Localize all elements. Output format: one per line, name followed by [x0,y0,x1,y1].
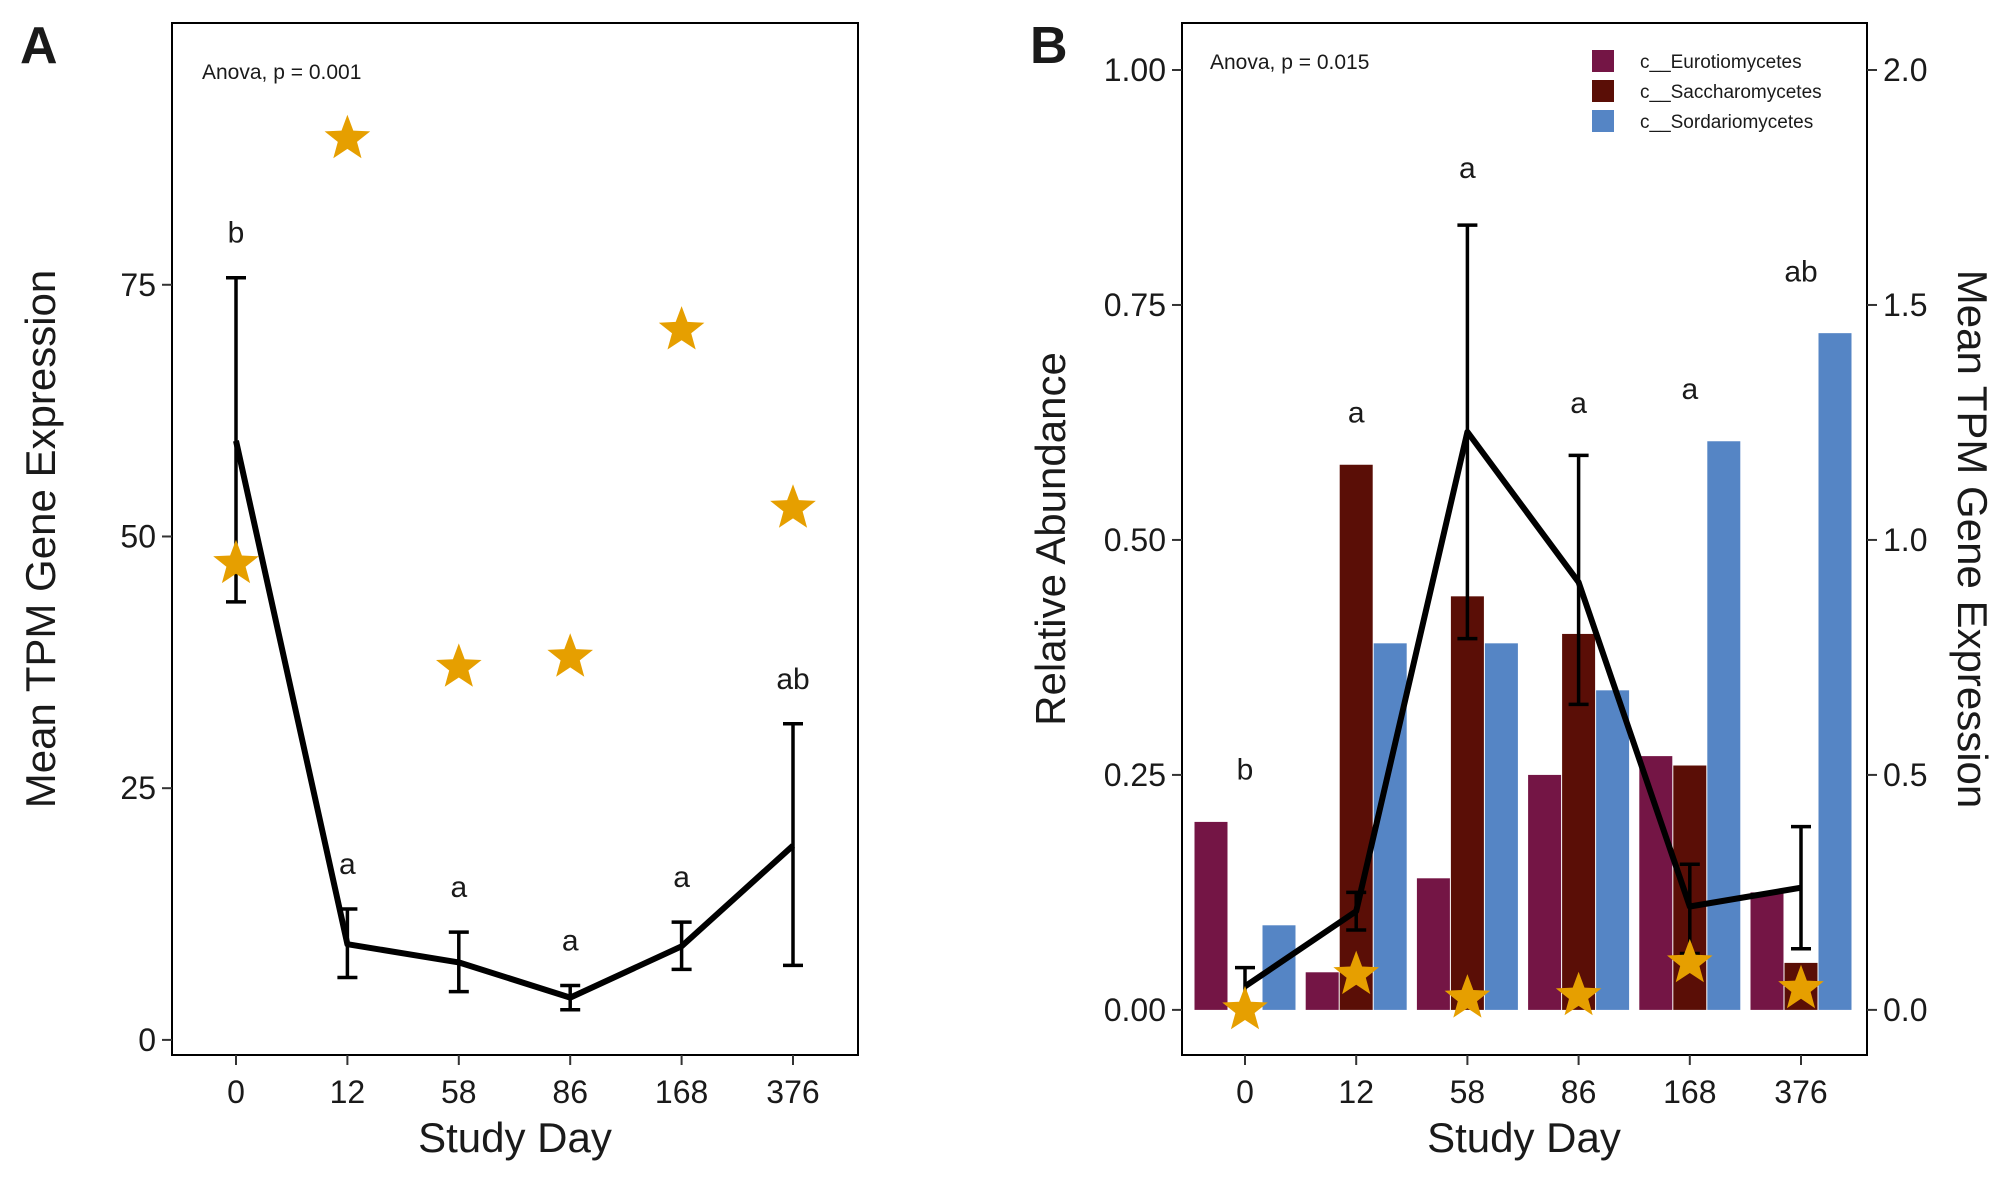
panel-b-star-marker [1222,985,1268,1030]
panel-b-y2-tick-label: 2.0 [1883,52,1927,88]
panel-a-y-tick-label: 50 [120,518,156,554]
panel-a-star-marker [658,306,705,350]
panel-b: B Anova, p = 0.015 c__Eurotiomycetes c__S… [1027,17,1996,1161]
panel-b-bar [1194,821,1228,1010]
panel-b-x-tick-label: 12 [1338,1074,1374,1110]
panel-a-significance-letter: b [228,217,245,250]
panel-b-y-axis-title: Relative Abundance [1027,352,1074,726]
panel-a-x-tick-label: 58 [441,1074,477,1110]
panel-b-y2-axis-title: Mean TPM Gene Expression [1949,270,1996,808]
panel-a-significance-letter: a [450,871,467,904]
panel-b-y2-axis: 0.0 0.5 1.0 1.5 2.0 [1867,52,1927,1028]
panel-b-legend-swatch [1592,80,1614,102]
panel-a-star-marker [547,633,593,677]
panel-b-bar [1416,878,1450,1010]
panel-b-significance-letter: a [1681,373,1698,406]
panel-a-frame [171,22,859,1056]
panel-b-significance-letter: a [1570,387,1587,420]
panel-a-letter: A [20,17,58,75]
panel-a-x-tick-label: 86 [552,1074,588,1110]
panel-b-star-marker [1333,950,1379,995]
panel-b-x-axis-title: Study Day [1427,1114,1621,1161]
panel-b-y-axis: 0.00 0.25 0.50 0.75 1.00 [1104,52,1182,1028]
panel-b-bar [1818,333,1852,1010]
panel-a-y-tick-label: 25 [120,770,156,806]
panel-a-star-marker [436,643,482,687]
panel-a-error-bars [226,275,803,1012]
panel-b-legend-swatch [1592,50,1614,72]
panel-a-significance-letter: a [562,925,579,958]
panel-b-bar [1528,774,1562,1010]
panel-b-x-axis: 0 12 58 86 168 376 [1236,1055,1828,1110]
panel-b-legend: c__Eurotiomycetes c__Saccharomycetes c__So… [1592,50,1822,133]
panel-a-x-axis-title: Study Day [418,1114,612,1161]
panel-b-legend-swatch [1592,110,1614,132]
panel-a-significance-letters: b a a a a ab [228,217,810,958]
panel-b-star-marker [1778,964,1824,1009]
panel-b-x-tick-label: 376 [1774,1074,1827,1110]
panel-b-significance-letter: ab [1784,255,1817,288]
panel-b-y-tick-label: 1.00 [1104,52,1166,88]
panel-a-y-axis-title: Mean TPM Gene Expression [17,270,64,808]
panel-b-x-tick-label: 168 [1663,1074,1716,1110]
panel-b-y-tick-label: 0.00 [1104,992,1166,1028]
panel-b-mean-line [1243,428,1802,989]
panel-b-star-marker [1444,974,1491,1018]
panel-b-y2-tick-label: 0.5 [1883,757,1927,793]
panel-b-significance-letters: b a a a a ab [1237,152,1818,787]
panel-a-x-tick-label: 12 [330,1074,366,1110]
panel-a-significance-letter: a [673,861,690,894]
panel-b-bars [1194,333,1852,1010]
panel-b-y2-tick-label: 0.0 [1883,992,1927,1028]
panel-b-x-tick-label: 0 [1236,1074,1254,1110]
panel-b-star-marker [1555,971,1602,1016]
panel-a-star-marker [213,539,259,584]
panel-b-significance-letter: a [1348,396,1365,429]
panel-a-significance-letter: a [339,848,356,881]
panel-b-letter: B [1030,17,1068,75]
panel-a-y-tick-label: 75 [120,267,156,303]
panel-a-significance-letter: ab [776,663,809,696]
panel-b-significance-letter: b [1237,754,1254,787]
panel-a-y-axis: 0 25 50 75 [120,267,172,1058]
panel-b-stars [1222,938,1824,1030]
panel-a-y-tick-label: 0 [138,1022,156,1058]
panel-b-y2-tick-label: 1.0 [1883,522,1927,558]
panel-b-bar [1262,925,1296,1010]
panel-b-anova-label: Anova, p = 0.015 [1210,51,1369,74]
panel-a: A Anova, p = 0.001 0 25 50 75 0 12 58 86 168 376… [17,17,859,1161]
panel-b-y-tick-label: 0.75 [1104,287,1166,323]
panel-b-y2-tick-label: 1.5 [1883,287,1927,323]
panel-b-y-tick-label: 0.25 [1104,757,1166,793]
panel-b-legend-label: c__Sordariomycetes [1640,112,1813,133]
panel-b-bar [1484,643,1518,1010]
panel-b-legend-label: c__Saccharomycetes [1640,82,1822,103]
panel-a-x-tick-label: 0 [227,1074,245,1110]
panel-a-anova-label: Anova, p = 0.001 [202,61,361,84]
panel-a-x-tick-label: 376 [766,1074,819,1110]
panel-b-bar [1596,690,1630,1010]
panel-b-bar [1707,441,1741,1010]
panel-b-x-tick-label: 86 [1561,1074,1597,1110]
panel-b-y-tick-label: 0.50 [1104,522,1166,558]
panel-b-bar [1450,596,1484,1010]
panel-a-x-axis: 0 12 58 86 168 376 [227,1055,820,1110]
panel-b-bar [1639,756,1673,1010]
panel-a-star-marker [770,484,816,528]
panel-a-mean-line [233,440,796,1001]
panel-a-stars [213,114,816,687]
panel-b-bar [1305,972,1339,1010]
panel-a-x-tick-label: 168 [655,1074,708,1110]
panel-b-x-tick-label: 58 [1450,1074,1486,1110]
panel-a-star-marker [324,114,371,159]
panel-b-significance-letter: a [1459,152,1476,185]
panel-b-star-marker [1667,938,1713,983]
panel-b-legend-label: c__Eurotiomycetes [1640,52,1802,73]
panel-b-bar [1750,892,1784,1010]
